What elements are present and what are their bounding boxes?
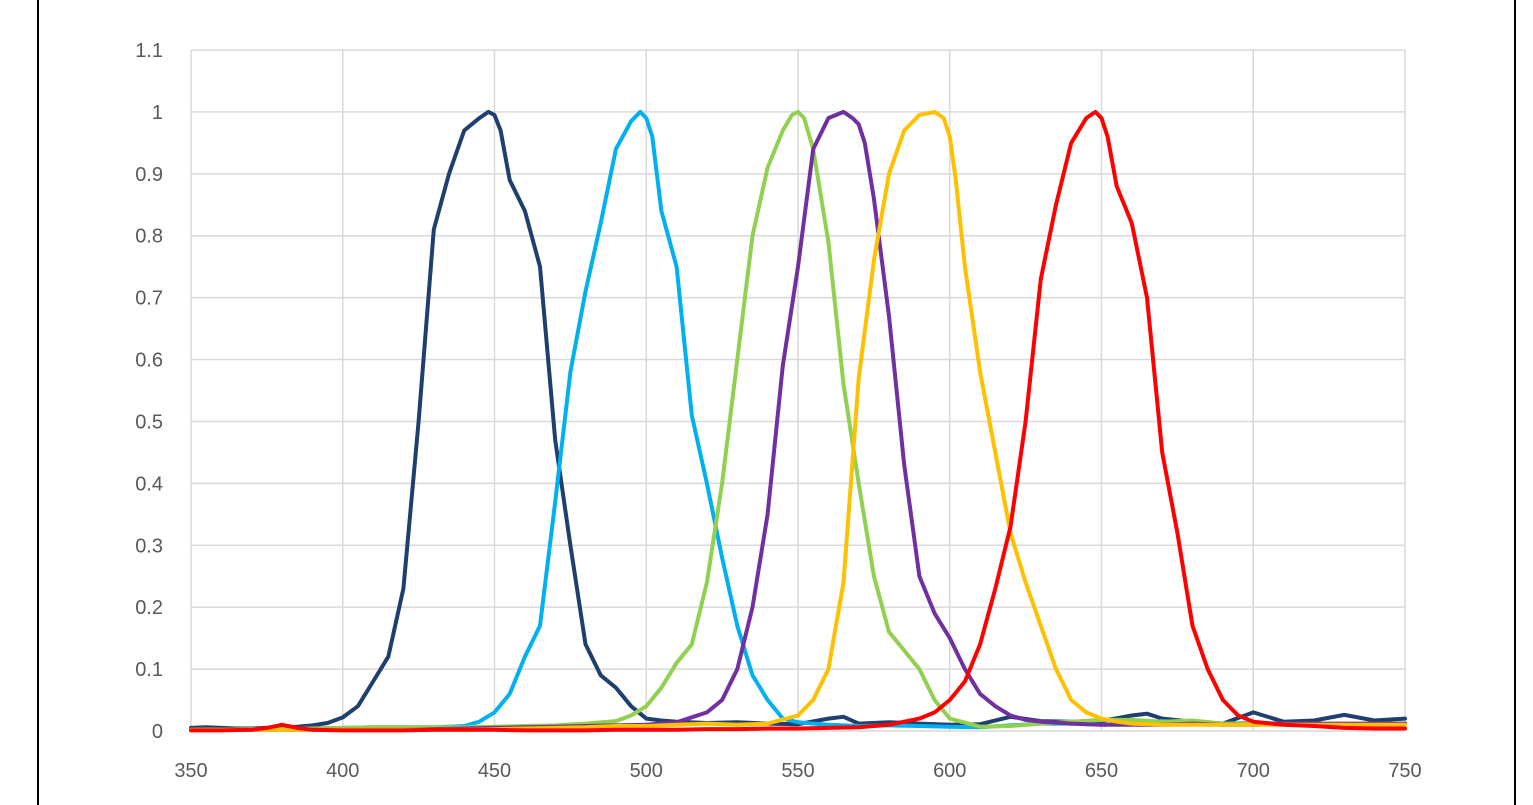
y-tick-label: 0.8 [135,226,163,248]
y-tick-label: 0.1 [135,659,163,681]
y-tick-label: 1 [152,102,163,124]
series-line-6 [189,109,1407,733]
y-tick-label: 1.1 [135,40,163,62]
y-tick-label: 0.3 [135,535,163,557]
gridlines [190,49,1406,732]
x-tick-label: 600 [933,760,966,782]
y-tick-label: 0.2 [135,597,163,619]
series-lines [189,109,1407,733]
x-tick-label: 700 [1237,760,1270,782]
y-tick-label: 0.4 [135,473,163,495]
x-tick-label: 450 [478,760,511,782]
y-tick-label: 0.6 [135,350,163,372]
y-tick-label: 0 [152,721,163,743]
y-tick-label: 0.7 [135,288,163,310]
chart-frame [37,0,1516,805]
y-axis-ticks: 0 0.1 0.2 0.3 0.4 0.5 0.6 0.7 0.8 0.9 1 1.1 [135,40,163,743]
x-tick-label: 550 [781,760,814,782]
x-tick-label: 350 [174,760,207,782]
x-axis-ticks: 350 400 450 500 550 600 650 700 750 [174,760,1421,782]
x-tick-label: 650 [1085,760,1118,782]
y-tick-label: 0.9 [135,164,163,186]
x-tick-label: 400 [326,760,359,782]
x-tick-label: 500 [630,760,663,782]
series-line-1 [189,109,1407,731]
x-tick-label: 750 [1388,760,1421,782]
y-tick-label: 0.5 [135,411,163,433]
